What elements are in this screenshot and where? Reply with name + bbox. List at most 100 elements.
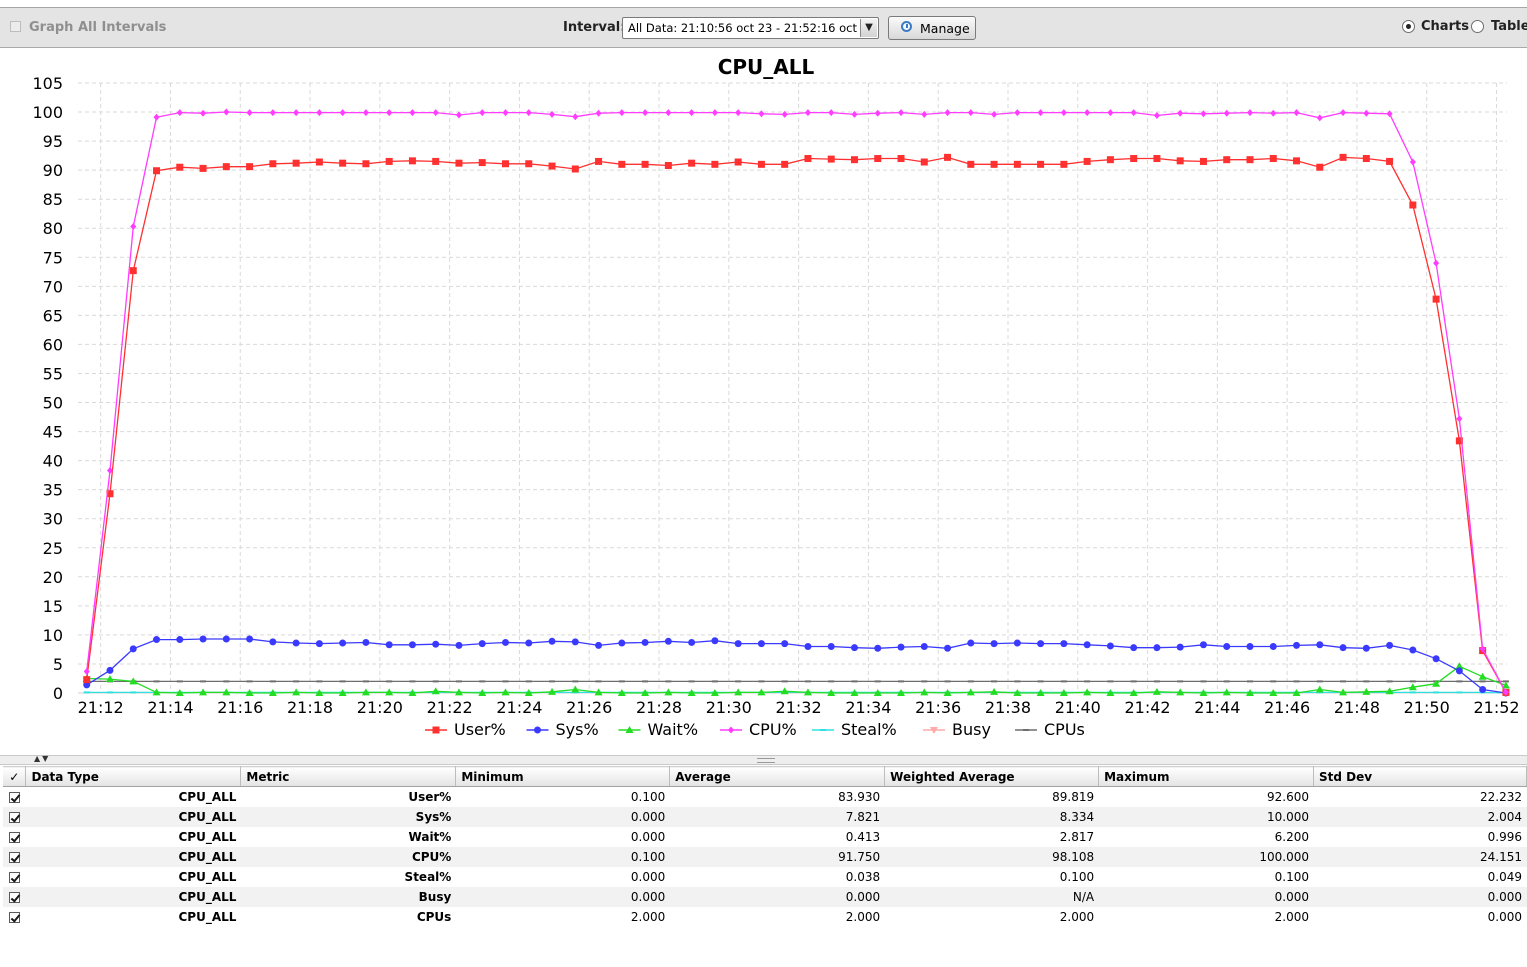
chevron-down-icon[interactable]: ▼ [860,19,877,37]
column-header-std-dev[interactable]: Std Dev [1313,766,1527,787]
data-point [967,109,974,117]
data-point [827,689,836,696]
data-point [1223,109,1230,117]
legend-item[interactable]: CPUs [1015,720,1085,739]
legend-item[interactable]: Busy [923,720,991,739]
data-point [1153,680,1160,683]
table-row[interactable]: CPU_ALL Wait% 0.000 0.413 2.817 6.200 0.… [3,827,1527,847]
manage-button[interactable]: Manage [888,16,976,40]
row-checkbox[interactable] [3,847,26,867]
data-point [130,222,137,230]
data-point [385,688,394,696]
row-checkbox[interactable] [3,827,26,847]
check-icon[interactable] [8,812,20,823]
data-point [920,643,928,651]
legend-label: CPU% [749,720,797,739]
column-header-maximum[interactable]: Maximum [1098,766,1315,787]
data-point [1222,688,1231,696]
data-point [316,680,323,683]
data-point [1362,644,1370,652]
legend-item[interactable]: CPU% [720,720,797,739]
table-row[interactable]: CPU_ALL CPUs 2.000 2.000 2.000 2.000 0.0… [3,907,1527,927]
collapse-arrows-icon[interactable]: ▲▼ [34,754,51,763]
data-point [1130,644,1138,652]
interval-select[interactable]: All Data: 21:10:56 oct 23 - 21:52:16 oct… [622,17,879,39]
cell-data-type: CPU_ALL [178,870,237,884]
cell-std-dev: 0.049 [1487,870,1522,884]
x-tick-label: 21:12 [78,698,124,717]
row-checkbox[interactable] [3,907,26,927]
table-row[interactable]: CPU_ALL Busy 0.000 0.000 N/A 0.000 0.000 [3,887,1527,907]
data-point [898,680,905,683]
x-tick-label: 21:18 [287,698,333,717]
data-point [315,689,324,696]
table-row[interactable]: CPU_ALL Steal% 0.000 0.038 0.100 0.100 0… [3,867,1527,887]
data-point [665,109,672,117]
charts-radio[interactable] [1402,20,1415,33]
data-point [1037,109,1044,117]
row-checkbox[interactable] [3,787,26,808]
data-point [83,668,90,676]
check-icon[interactable] [8,912,20,923]
data-point [455,680,462,683]
table-row[interactable]: CPU_ALL User% 0.100 83.930 89.819 92.600… [3,787,1527,808]
data-point [1153,155,1161,163]
row-checkbox[interactable] [3,807,26,827]
data-point [850,644,858,652]
splitter-grip-icon[interactable] [757,758,775,763]
data-point [781,110,788,118]
check-icon[interactable] [8,852,20,863]
legend-item[interactable]: Sys% [526,720,599,739]
legend-item[interactable]: Steal% [812,720,897,739]
data-point [83,676,91,684]
x-tick-label: 21:24 [496,698,542,717]
row-checkbox[interactable] [3,887,26,907]
select-all-header[interactable]: ✓ [3,766,27,787]
cell-maximum: 100.000 [1098,847,1314,867]
check-icon[interactable] [8,792,20,803]
column-header-data-type[interactable]: Data Type [25,766,242,787]
data-point [921,110,928,118]
legend-item[interactable]: User% [425,720,506,739]
legend-item[interactable]: Wait% [618,720,699,739]
series-line [86,111,1507,693]
row-checkbox[interactable] [3,867,26,887]
cell-minimum: 2.000 [630,910,666,924]
table-radio[interactable] [1471,20,1484,33]
data-point [1363,109,1370,117]
data-point [781,640,789,648]
data-point [1293,680,1300,683]
data-point [571,685,580,693]
data-point [1245,689,1254,696]
table-row[interactable]: CPU_ALL Sys% 0.000 7.821 8.334 10.000 2.… [3,807,1527,827]
data-point [1083,688,1092,696]
table-row[interactable]: CPU_ALL CPU% 0.100 91.750 98.108 100.000… [3,847,1527,867]
data-point [1084,680,1091,683]
x-tick-label: 21:40 [1055,698,1101,717]
data-point [153,680,160,683]
data-point [1013,689,1022,696]
data-point [1502,680,1509,683]
column-header-metric[interactable]: Metric [240,766,457,787]
data-point [617,689,626,696]
column-header-weighted-average[interactable]: Weighted Average [884,766,1100,787]
data-point [1107,680,1114,683]
series-user-pct [83,153,1510,696]
data-point [1339,688,1348,696]
x-tick-label: 21:50 [1404,698,1450,717]
data-point [1455,662,1464,670]
graph-all-intervals-checkbox[interactable] [10,21,21,32]
column-header-minimum[interactable]: Minimum [455,766,671,787]
check-icon[interactable] [8,892,20,903]
check-icon[interactable] [8,832,20,843]
data-point [594,688,603,696]
check-icon[interactable] [8,872,20,883]
data-point [199,688,208,696]
column-header-average[interactable]: Average [669,766,886,787]
data-point [269,680,276,683]
cell-metric: Busy [240,887,456,907]
data-point [408,157,416,165]
panel-splitter[interactable]: ▲▼ [0,754,1527,765]
data-point [711,160,719,168]
data-point [200,109,207,117]
